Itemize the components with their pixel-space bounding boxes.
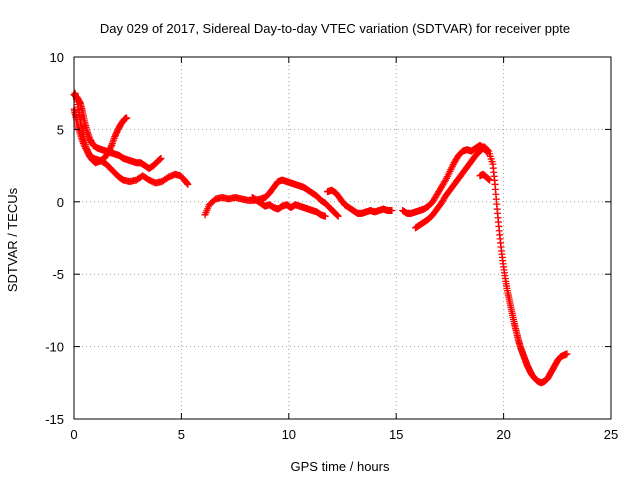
y-tick-label: -5 [52, 267, 64, 282]
series-arc-6 [323, 186, 396, 217]
x-tick-label: 5 [178, 427, 185, 442]
x-tick-label: 10 [282, 427, 296, 442]
x-tick-label: 20 [496, 427, 510, 442]
data-point [157, 154, 165, 162]
series-arc-8 [412, 143, 571, 387]
x-tick-label: 25 [604, 427, 618, 442]
data-point [563, 350, 571, 358]
series-arc-9 [476, 170, 494, 184]
data-point [123, 114, 131, 122]
y-tick-label: -10 [45, 340, 64, 355]
data-point [184, 180, 192, 188]
data-point [321, 212, 329, 220]
plot-frame [73, 56, 612, 420]
grid [74, 57, 611, 419]
x-tick-label: 15 [389, 427, 403, 442]
data-point [388, 206, 396, 214]
data-point [333, 211, 341, 219]
data-point [486, 176, 494, 184]
y-axis-label: SDTVAR / TECUs [5, 187, 20, 292]
y-tick-label: 0 [57, 195, 64, 210]
x-tick-label: 0 [70, 427, 77, 442]
chart-title: Day 029 of 2017, Sidereal Day-to-day VTE… [100, 21, 570, 36]
y-tick-label: -15 [45, 412, 64, 427]
data-series [70, 89, 571, 387]
y-tick-label: 5 [57, 122, 64, 137]
data-point [334, 212, 342, 220]
axis-ticks: 0 5 10 15 20 25 -15 -10 -5 0 5 10 [45, 50, 618, 442]
series-arc-3 [71, 89, 192, 188]
series-arc-5 [248, 193, 329, 220]
x-axis-label: GPS time / hours [291, 459, 390, 474]
y-tick-label: 10 [50, 50, 64, 65]
